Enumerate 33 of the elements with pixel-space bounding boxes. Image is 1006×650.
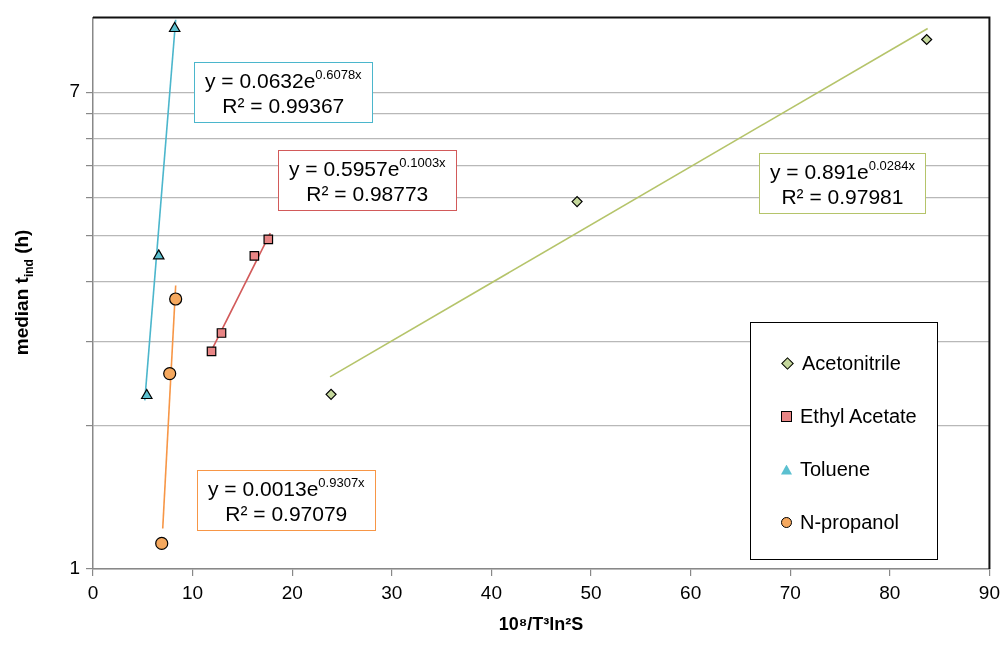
x-tick-label: 20 xyxy=(281,581,303,603)
point xyxy=(140,388,153,400)
annotation: y = 0.0013e$^{0.9307x}$ R² = 0.97079 xyxy=(197,470,376,532)
x-tick-label: 50 xyxy=(580,581,602,603)
annotation: y = 0.891e$^{0.0284x}$ R² = 0.97981 xyxy=(759,153,926,215)
x-tick-label: 80 xyxy=(879,581,901,603)
point xyxy=(571,195,583,208)
legend-label: Acetonitrile xyxy=(802,352,901,375)
point xyxy=(249,250,260,261)
annotation: y = 0.5957e$^{0.1003x}$ R² = 0.98773 xyxy=(278,150,457,212)
x-tick-label: 60 xyxy=(680,581,702,603)
y-tick-label: 1 xyxy=(69,557,80,579)
legend-label: N-propanol xyxy=(800,511,899,534)
x-tick-label: 70 xyxy=(779,581,801,603)
y-tick-label: 7 xyxy=(69,80,80,102)
point xyxy=(921,33,933,46)
point xyxy=(152,249,165,260)
x-axis-title: 10⁸/T³ln²S xyxy=(497,614,585,635)
x-tick-label: 10 xyxy=(182,581,204,603)
point xyxy=(325,388,337,400)
point xyxy=(216,328,227,338)
point xyxy=(163,367,177,381)
point xyxy=(168,21,181,33)
x-tick-label: 90 xyxy=(978,581,1000,603)
point xyxy=(263,234,274,245)
annotation: y = 0.0632e$^{0.6078x}$ R² = 0.99367 xyxy=(194,62,373,124)
x-tick-label: 40 xyxy=(480,581,502,603)
x-tick-label: 30 xyxy=(381,581,403,603)
point xyxy=(169,292,183,306)
legend-label: Toluene xyxy=(800,458,871,481)
legend-label: Ethyl Acetate xyxy=(800,405,917,428)
x-tick-label: 0 xyxy=(87,581,99,603)
point xyxy=(155,536,169,551)
